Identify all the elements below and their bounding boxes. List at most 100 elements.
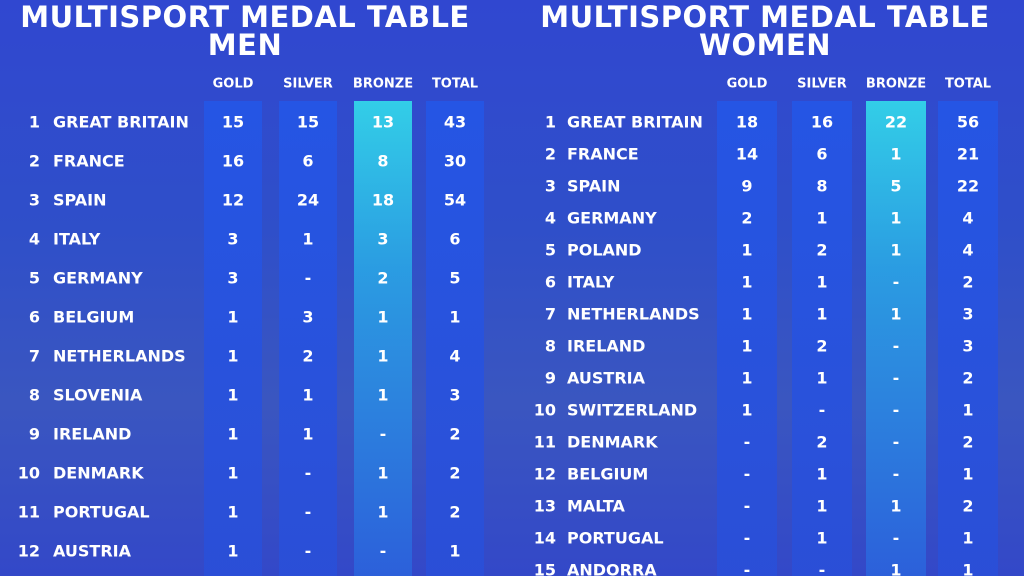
table-title: MULTISPORT MEDAL TABLE: [20, 0, 470, 34]
column-header: TOTAL: [944, 76, 992, 92]
medal-count: 1: [227, 502, 239, 522]
medal-count: 1: [962, 464, 974, 484]
medal-count: 5: [449, 268, 461, 288]
medal-count: -: [743, 560, 751, 576]
medal-count: 1: [741, 400, 753, 420]
medal-count: -: [892, 528, 900, 548]
rank: 3: [544, 176, 556, 196]
country: ANDORRA: [567, 560, 657, 576]
column-header: BRONZE: [865, 76, 927, 92]
country: IRELAND: [53, 424, 132, 444]
rank: 2: [544, 144, 556, 164]
rank: 7: [544, 304, 556, 324]
rank: 4: [544, 208, 556, 228]
medal-count: 9: [741, 176, 753, 196]
rank: 12: [17, 541, 40, 561]
country: SPAIN: [53, 190, 107, 210]
medal-count: 1: [890, 240, 902, 260]
medal-count: 16: [221, 151, 245, 171]
rank: 5: [544, 240, 556, 260]
medal-count: 1: [302, 424, 314, 444]
medal-count: 56: [956, 112, 980, 132]
medal-count: 1: [741, 368, 753, 388]
medal-count: 2: [962, 496, 974, 516]
medal-count: 4: [962, 208, 974, 228]
medal-count: -: [743, 528, 751, 548]
medal-count: 1: [227, 307, 239, 327]
medal-count: 2: [816, 336, 828, 356]
medal-count: -: [818, 400, 826, 420]
medal-count: 1: [816, 464, 828, 484]
medal-count: 3: [227, 229, 239, 249]
medal-count: 1: [377, 502, 389, 522]
medal-count: 6: [816, 144, 828, 164]
medal-count: 1: [816, 272, 828, 292]
column-band: [938, 101, 998, 576]
medal-count: 1: [741, 240, 753, 260]
medal-count: -: [304, 268, 312, 288]
medal-count: 1: [816, 528, 828, 548]
country: SWITZERLAND: [567, 400, 698, 420]
rank: 14: [533, 528, 556, 548]
column-band: [354, 101, 412, 576]
medal-count: 1: [377, 346, 389, 366]
column-band: [204, 101, 262, 576]
medal-count: -: [743, 496, 751, 516]
medal-count: 1: [449, 307, 461, 327]
medal-count: 14: [735, 144, 759, 164]
table-title: WOMEN: [698, 28, 832, 62]
column-header: SILVER: [283, 76, 333, 92]
column-header: GOLD: [212, 76, 254, 92]
medal-count: 1: [890, 496, 902, 516]
country: ITALY: [53, 229, 101, 249]
medal-count: 2: [962, 272, 974, 292]
medal-count: -: [892, 368, 900, 388]
country: POLAND: [567, 240, 642, 260]
rank: 15: [533, 560, 556, 576]
column-header: TOTAL: [431, 76, 479, 92]
medal-count: 21: [956, 144, 980, 164]
country: GREAT BRITAIN: [567, 112, 703, 132]
country: AUSTRIA: [567, 368, 645, 388]
column-band: [717, 101, 777, 576]
medal-count: 1: [816, 304, 828, 324]
rank: 9: [28, 424, 40, 444]
rank: 8: [28, 385, 40, 405]
medal-count: 1: [741, 336, 753, 356]
medal-count: 2: [377, 268, 389, 288]
rank: 3: [28, 190, 40, 210]
country: DENMARK: [53, 463, 144, 483]
medal-count: 2: [962, 432, 974, 452]
country: BELGIUM: [53, 307, 135, 327]
rank: 6: [28, 307, 40, 327]
country: SLOVENIA: [53, 385, 143, 405]
medal-count: 54: [443, 190, 467, 210]
medal-count: 2: [449, 502, 461, 522]
medal-count: 2: [816, 432, 828, 452]
rank: 11: [533, 432, 556, 452]
country: PORTUGAL: [567, 528, 664, 548]
column-band: [426, 101, 484, 576]
country: AUSTRIA: [53, 541, 131, 561]
medal-count: 30: [443, 151, 467, 171]
medal-count: 1: [377, 307, 389, 327]
medal-count: 2: [302, 346, 314, 366]
medal-count: 1: [741, 304, 753, 324]
medal-count: 3: [227, 268, 239, 288]
medal-count: 8: [377, 151, 389, 171]
medal-count: 5: [890, 176, 902, 196]
medal-count: 3: [377, 229, 389, 249]
medal-count: 15: [221, 112, 245, 132]
table-title: MULTISPORT MEDAL TABLE: [540, 0, 990, 34]
medal-count: 13: [371, 112, 395, 132]
medal-count: 6: [302, 151, 314, 171]
rank: 4: [28, 229, 40, 249]
medal-count: 1: [377, 463, 389, 483]
country: MALTA: [567, 496, 625, 516]
medal-count: 16: [810, 112, 834, 132]
medal-count: -: [892, 272, 900, 292]
medal-count: 3: [449, 385, 461, 405]
rank: 1: [544, 112, 556, 132]
medal-count: 1: [816, 496, 828, 516]
rank: 11: [17, 502, 40, 522]
